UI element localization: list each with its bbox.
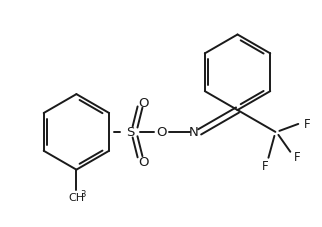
Text: O: O <box>156 126 167 139</box>
Text: S: S <box>126 126 134 139</box>
Text: F: F <box>294 151 300 163</box>
Text: N: N <box>189 126 199 139</box>
Text: 3: 3 <box>80 189 86 198</box>
Text: O: O <box>139 155 149 168</box>
Text: F: F <box>262 160 269 173</box>
Text: CH: CH <box>68 192 84 202</box>
Text: O: O <box>139 96 149 109</box>
Text: F: F <box>304 118 310 131</box>
